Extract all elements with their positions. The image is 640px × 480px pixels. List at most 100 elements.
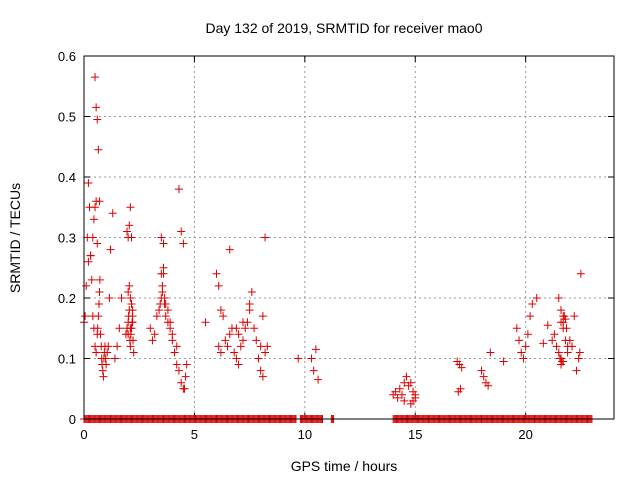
x-tick-label: 20 bbox=[518, 427, 532, 442]
data-point bbox=[110, 354, 119, 363]
data-point bbox=[94, 145, 103, 154]
data-point bbox=[177, 378, 186, 387]
data-point bbox=[258, 372, 267, 381]
data-point bbox=[574, 354, 583, 363]
data-point bbox=[239, 318, 247, 327]
data-point bbox=[214, 342, 223, 351]
data-point bbox=[87, 275, 96, 284]
data-point bbox=[575, 348, 584, 357]
data-point bbox=[127, 300, 136, 309]
data-point bbox=[214, 281, 223, 290]
data-point bbox=[406, 378, 415, 387]
data-point bbox=[172, 342, 181, 351]
data-point bbox=[126, 342, 135, 351]
data-point bbox=[172, 360, 181, 369]
data-point bbox=[239, 336, 247, 345]
data-point bbox=[129, 348, 138, 357]
y-tick-label: 0.5 bbox=[58, 110, 76, 125]
x-tick-label: 10 bbox=[298, 427, 312, 442]
data-point bbox=[557, 306, 565, 315]
data-point bbox=[559, 324, 568, 333]
data-point bbox=[174, 366, 183, 375]
data-point bbox=[515, 336, 524, 345]
y-tick-label: 0.2 bbox=[58, 291, 76, 306]
data-point bbox=[307, 354, 316, 363]
data-point bbox=[161, 312, 170, 321]
data-point bbox=[411, 390, 420, 399]
data-point bbox=[234, 330, 243, 339]
data-point bbox=[557, 318, 565, 327]
data-point bbox=[95, 300, 104, 309]
data-point bbox=[81, 312, 90, 321]
data-point bbox=[563, 342, 572, 351]
data-point bbox=[95, 287, 104, 296]
data-point bbox=[93, 239, 102, 248]
data-point bbox=[177, 227, 186, 236]
data-point bbox=[128, 318, 137, 327]
data-point bbox=[519, 354, 528, 363]
data-point bbox=[152, 312, 161, 321]
data-point bbox=[84, 257, 93, 266]
data-point bbox=[155, 306, 164, 315]
data-point bbox=[163, 306, 172, 315]
data-point bbox=[256, 366, 265, 375]
data-point bbox=[174, 185, 183, 194]
data-point bbox=[92, 197, 101, 206]
data-point bbox=[159, 263, 168, 272]
data-point bbox=[232, 354, 241, 363]
data-point bbox=[113, 342, 122, 351]
data-point bbox=[543, 321, 552, 330]
data-point bbox=[236, 342, 245, 351]
data-point bbox=[89, 215, 98, 224]
data-point bbox=[212, 269, 221, 278]
data-point bbox=[548, 336, 557, 345]
data-point bbox=[92, 103, 101, 112]
data-point bbox=[93, 324, 102, 333]
data-point bbox=[160, 294, 169, 302]
data-point bbox=[486, 348, 495, 357]
data-point bbox=[252, 336, 261, 345]
data-point bbox=[454, 387, 463, 396]
data-point bbox=[314, 375, 323, 384]
data-point bbox=[124, 287, 133, 296]
data-point bbox=[216, 348, 225, 357]
data-point bbox=[234, 360, 243, 369]
data-point bbox=[559, 357, 568, 366]
data-point bbox=[254, 354, 263, 363]
data-point bbox=[124, 330, 133, 339]
data-point bbox=[108, 209, 117, 218]
data-point bbox=[512, 324, 521, 333]
data-point bbox=[88, 233, 97, 242]
x-tick-label: 5 bbox=[191, 427, 198, 442]
data-point bbox=[161, 300, 170, 309]
data-point bbox=[84, 179, 93, 188]
data-point bbox=[180, 384, 189, 393]
data-point bbox=[223, 342, 232, 351]
data-point bbox=[402, 372, 411, 381]
data-point bbox=[126, 324, 135, 333]
data-point bbox=[561, 336, 570, 345]
data-point bbox=[311, 345, 320, 354]
data-point bbox=[247, 287, 256, 296]
data-point bbox=[250, 324, 259, 333]
data-point bbox=[539, 339, 548, 348]
data-point bbox=[225, 245, 234, 254]
data-point bbox=[98, 366, 107, 375]
data-point bbox=[157, 233, 166, 242]
data-point bbox=[477, 366, 486, 375]
data-point bbox=[517, 348, 526, 357]
data-point bbox=[201, 318, 210, 327]
data-point bbox=[256, 342, 265, 351]
data-point bbox=[572, 366, 581, 375]
data-point bbox=[128, 306, 137, 315]
data-point bbox=[521, 342, 530, 351]
data-point bbox=[261, 233, 270, 242]
data-point bbox=[125, 281, 134, 290]
data-point bbox=[532, 294, 541, 302]
y-tick-label: 0 bbox=[69, 412, 76, 427]
data-point bbox=[395, 384, 404, 393]
data-point bbox=[559, 312, 568, 321]
y-tick-label: 0.3 bbox=[58, 231, 76, 246]
data-point bbox=[179, 239, 188, 248]
